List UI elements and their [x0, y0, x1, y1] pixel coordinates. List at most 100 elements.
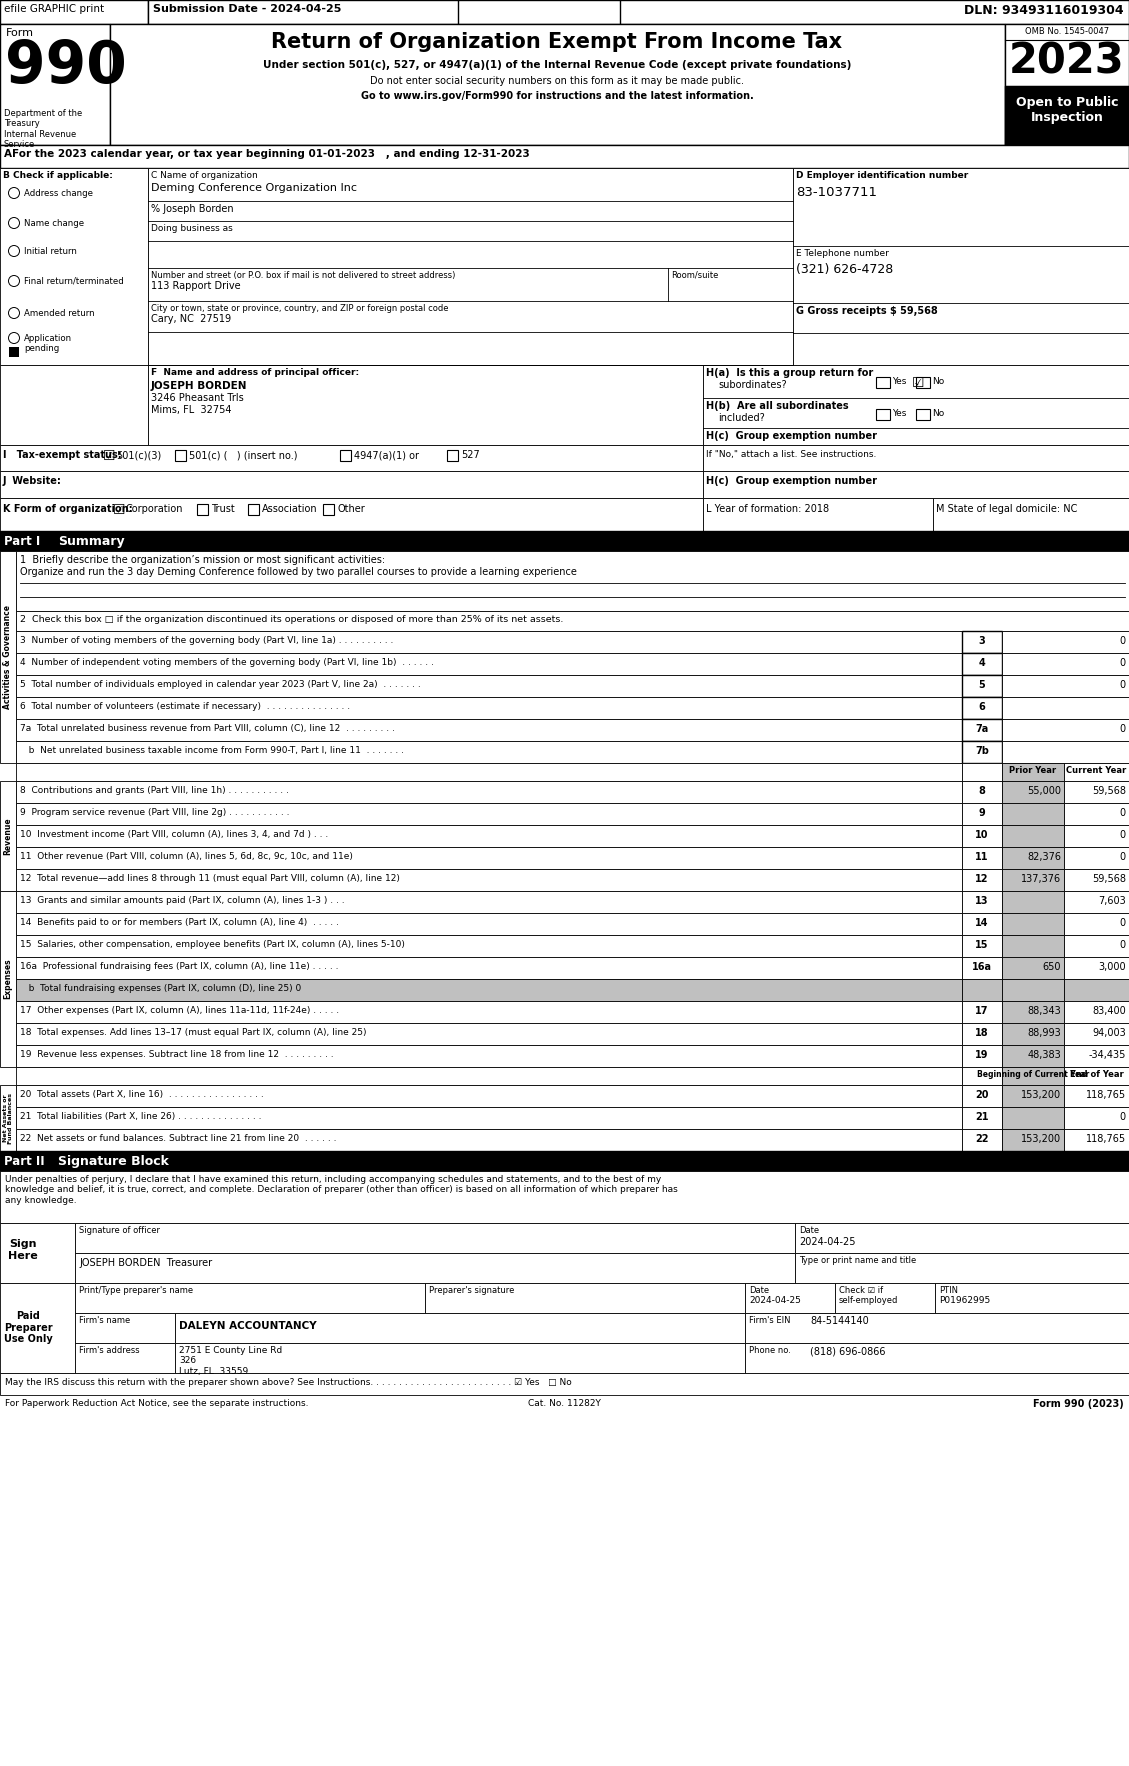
Text: AFor the 2023 calendar year, or tax year beginning 01-01-2023   , and ending 12-: AFor the 2023 calendar year, or tax year… [5, 148, 530, 159]
Text: Under penalties of perjury, I declare that I have examined this return, includin: Under penalties of perjury, I declare th… [5, 1174, 677, 1204]
Text: If "No," attach a list. See instructions.: If "No," attach a list. See instructions… [706, 450, 876, 459]
Text: Sign
Here: Sign Here [8, 1240, 37, 1261]
Bar [1064, 913, 1129, 934]
Text: JOSEPH BORDEN: JOSEPH BORDEN [151, 381, 247, 390]
Text: 88,343: 88,343 [1027, 1007, 1061, 1015]
Bar [745, 1284, 835, 1312]
Circle shape [9, 217, 19, 228]
Bar [962, 1107, 1003, 1128]
Bar [1064, 804, 1129, 825]
Bar [1003, 742, 1129, 763]
Bar [0, 0, 148, 25]
Text: M State of legal domicile: NC: M State of legal domicile: NC [936, 503, 1077, 514]
Bar [1064, 1107, 1129, 1128]
Text: Association: Association [262, 503, 317, 514]
Bar [745, 1342, 1129, 1372]
Bar [1003, 869, 1064, 892]
Text: 59,568: 59,568 [1092, 874, 1126, 885]
Text: Department of the
Treasury
Internal Revenue
Service: Department of the Treasury Internal Reve… [5, 109, 82, 148]
Text: J  Website:: J Website: [3, 477, 62, 486]
Text: Preparer's signature: Preparer's signature [429, 1286, 515, 1294]
Text: 0: 0 [1119, 680, 1124, 691]
Bar [1064, 1128, 1129, 1151]
Circle shape [9, 187, 19, 198]
Text: Corporation: Corporation [126, 503, 184, 514]
Text: 7b: 7b [975, 745, 989, 756]
Bar [1064, 957, 1129, 978]
Bar [16, 1045, 962, 1067]
Text: 501(c)(3): 501(c)(3) [116, 450, 161, 459]
Text: Yes: Yes [892, 410, 907, 419]
Text: K Form of organization:: K Form of organization: [3, 503, 132, 514]
Bar [835, 1284, 935, 1312]
Text: End of Year: End of Year [1069, 1070, 1123, 1079]
Text: 82,376: 82,376 [1027, 851, 1061, 862]
Text: 18  Total expenses. Add lines 13–17 (must equal Part IX, column (A), line 25): 18 Total expenses. Add lines 13–17 (must… [20, 1028, 367, 1037]
Text: Open to Public
Inspection: Open to Public Inspection [1016, 95, 1118, 124]
Bar [933, 498, 1129, 532]
Bar [962, 1128, 1003, 1151]
Bar [0, 1171, 1129, 1224]
Bar [16, 804, 962, 825]
Text: Doing business as: Doing business as [151, 224, 233, 233]
Text: 990: 990 [5, 39, 126, 95]
Text: 22: 22 [975, 1134, 989, 1144]
Text: Paid
Preparer
Use Only: Paid Preparer Use Only [5, 1310, 53, 1344]
Circle shape [9, 332, 19, 344]
Bar [1064, 892, 1129, 913]
Bar [1003, 1023, 1064, 1045]
Bar [1064, 763, 1129, 781]
Bar [1064, 1023, 1129, 1045]
Text: 15: 15 [975, 940, 989, 950]
Bar [16, 978, 962, 1001]
Text: Date: Date [799, 1226, 820, 1234]
Text: 1  Briefly describe the organization’s mission or most significant activities:: 1 Briefly describe the organization’s mi… [20, 555, 385, 565]
Bar [16, 892, 962, 913]
Bar [793, 168, 1129, 366]
Bar [962, 978, 1003, 1001]
Text: subordinates?: subordinates? [718, 380, 787, 390]
Text: 94,003: 94,003 [1092, 1028, 1126, 1038]
Text: 12  Total revenue—add lines 8 through 11 (must equal Part VIII, column (A), line: 12 Total revenue—add lines 8 through 11 … [20, 874, 400, 883]
Bar [962, 781, 1003, 804]
Text: 19  Revenue less expenses. Subtract line 18 from line 12  . . . . . . . . .: 19 Revenue less expenses. Subtract line … [20, 1051, 334, 1060]
Text: L Year of formation: 2018: L Year of formation: 2018 [706, 503, 829, 514]
Bar [0, 472, 703, 498]
Bar [16, 957, 962, 978]
Text: 18: 18 [975, 1028, 989, 1038]
Bar [962, 913, 1003, 934]
Bar [962, 719, 1003, 742]
Text: C Name of organization: C Name of organization [151, 171, 257, 180]
Bar [795, 1254, 1129, 1284]
Bar [1003, 1107, 1064, 1128]
Text: H(b)  Are all subordinates: H(b) Are all subordinates [706, 401, 849, 411]
Bar [16, 1128, 962, 1151]
Text: 4947(a)(1) or: 4947(a)(1) or [355, 450, 419, 459]
Bar [0, 892, 16, 1067]
Text: 11  Other revenue (Part VIII, column (A), lines 5, 6d, 8c, 9c, 10c, and 11e): 11 Other revenue (Part VIII, column (A),… [20, 851, 353, 862]
Bar [1064, 848, 1129, 869]
Bar [1003, 653, 1129, 675]
Text: 113 Rapport Drive: 113 Rapport Drive [151, 281, 240, 291]
Bar [962, 763, 1003, 781]
Bar [16, 1023, 962, 1045]
Text: 8  Contributions and grants (Part VIII, line 1h) . . . . . . . . . . .: 8 Contributions and grants (Part VIII, l… [20, 786, 289, 795]
Text: 5  Total number of individuals employed in calendar year 2023 (Part V, line 2a) : 5 Total number of individuals employed i… [20, 680, 421, 689]
Text: Type or print name and title: Type or print name and title [799, 1256, 917, 1264]
Text: Firm's EIN: Firm's EIN [749, 1316, 790, 1324]
Circle shape [9, 275, 19, 286]
Text: Cat. No. 11282Y: Cat. No. 11282Y [527, 1399, 601, 1408]
Text: 153,200: 153,200 [1021, 1090, 1061, 1100]
Text: Summary: Summary [58, 535, 124, 547]
Bar [1064, 869, 1129, 892]
Bar [0, 25, 110, 145]
Text: Address change: Address change [24, 189, 93, 198]
Bar [0, 445, 703, 472]
Bar [962, 804, 1003, 825]
Text: 22  Net assets or fund balances. Subtract line 21 from line 20  . . . . . .: 22 Net assets or fund balances. Subtract… [20, 1134, 336, 1143]
Text: efile GRAPHIC print: efile GRAPHIC print [5, 4, 104, 14]
Text: Deming Conference Organization Inc: Deming Conference Organization Inc [151, 184, 357, 192]
Text: Amended return: Amended return [24, 309, 95, 318]
Text: Under section 501(c), 527, or 4947(a)(1) of the Internal Revenue Code (except pr: Under section 501(c), 527, or 4947(a)(1)… [263, 60, 851, 71]
Text: Final return/terminated: Final return/terminated [24, 277, 124, 286]
